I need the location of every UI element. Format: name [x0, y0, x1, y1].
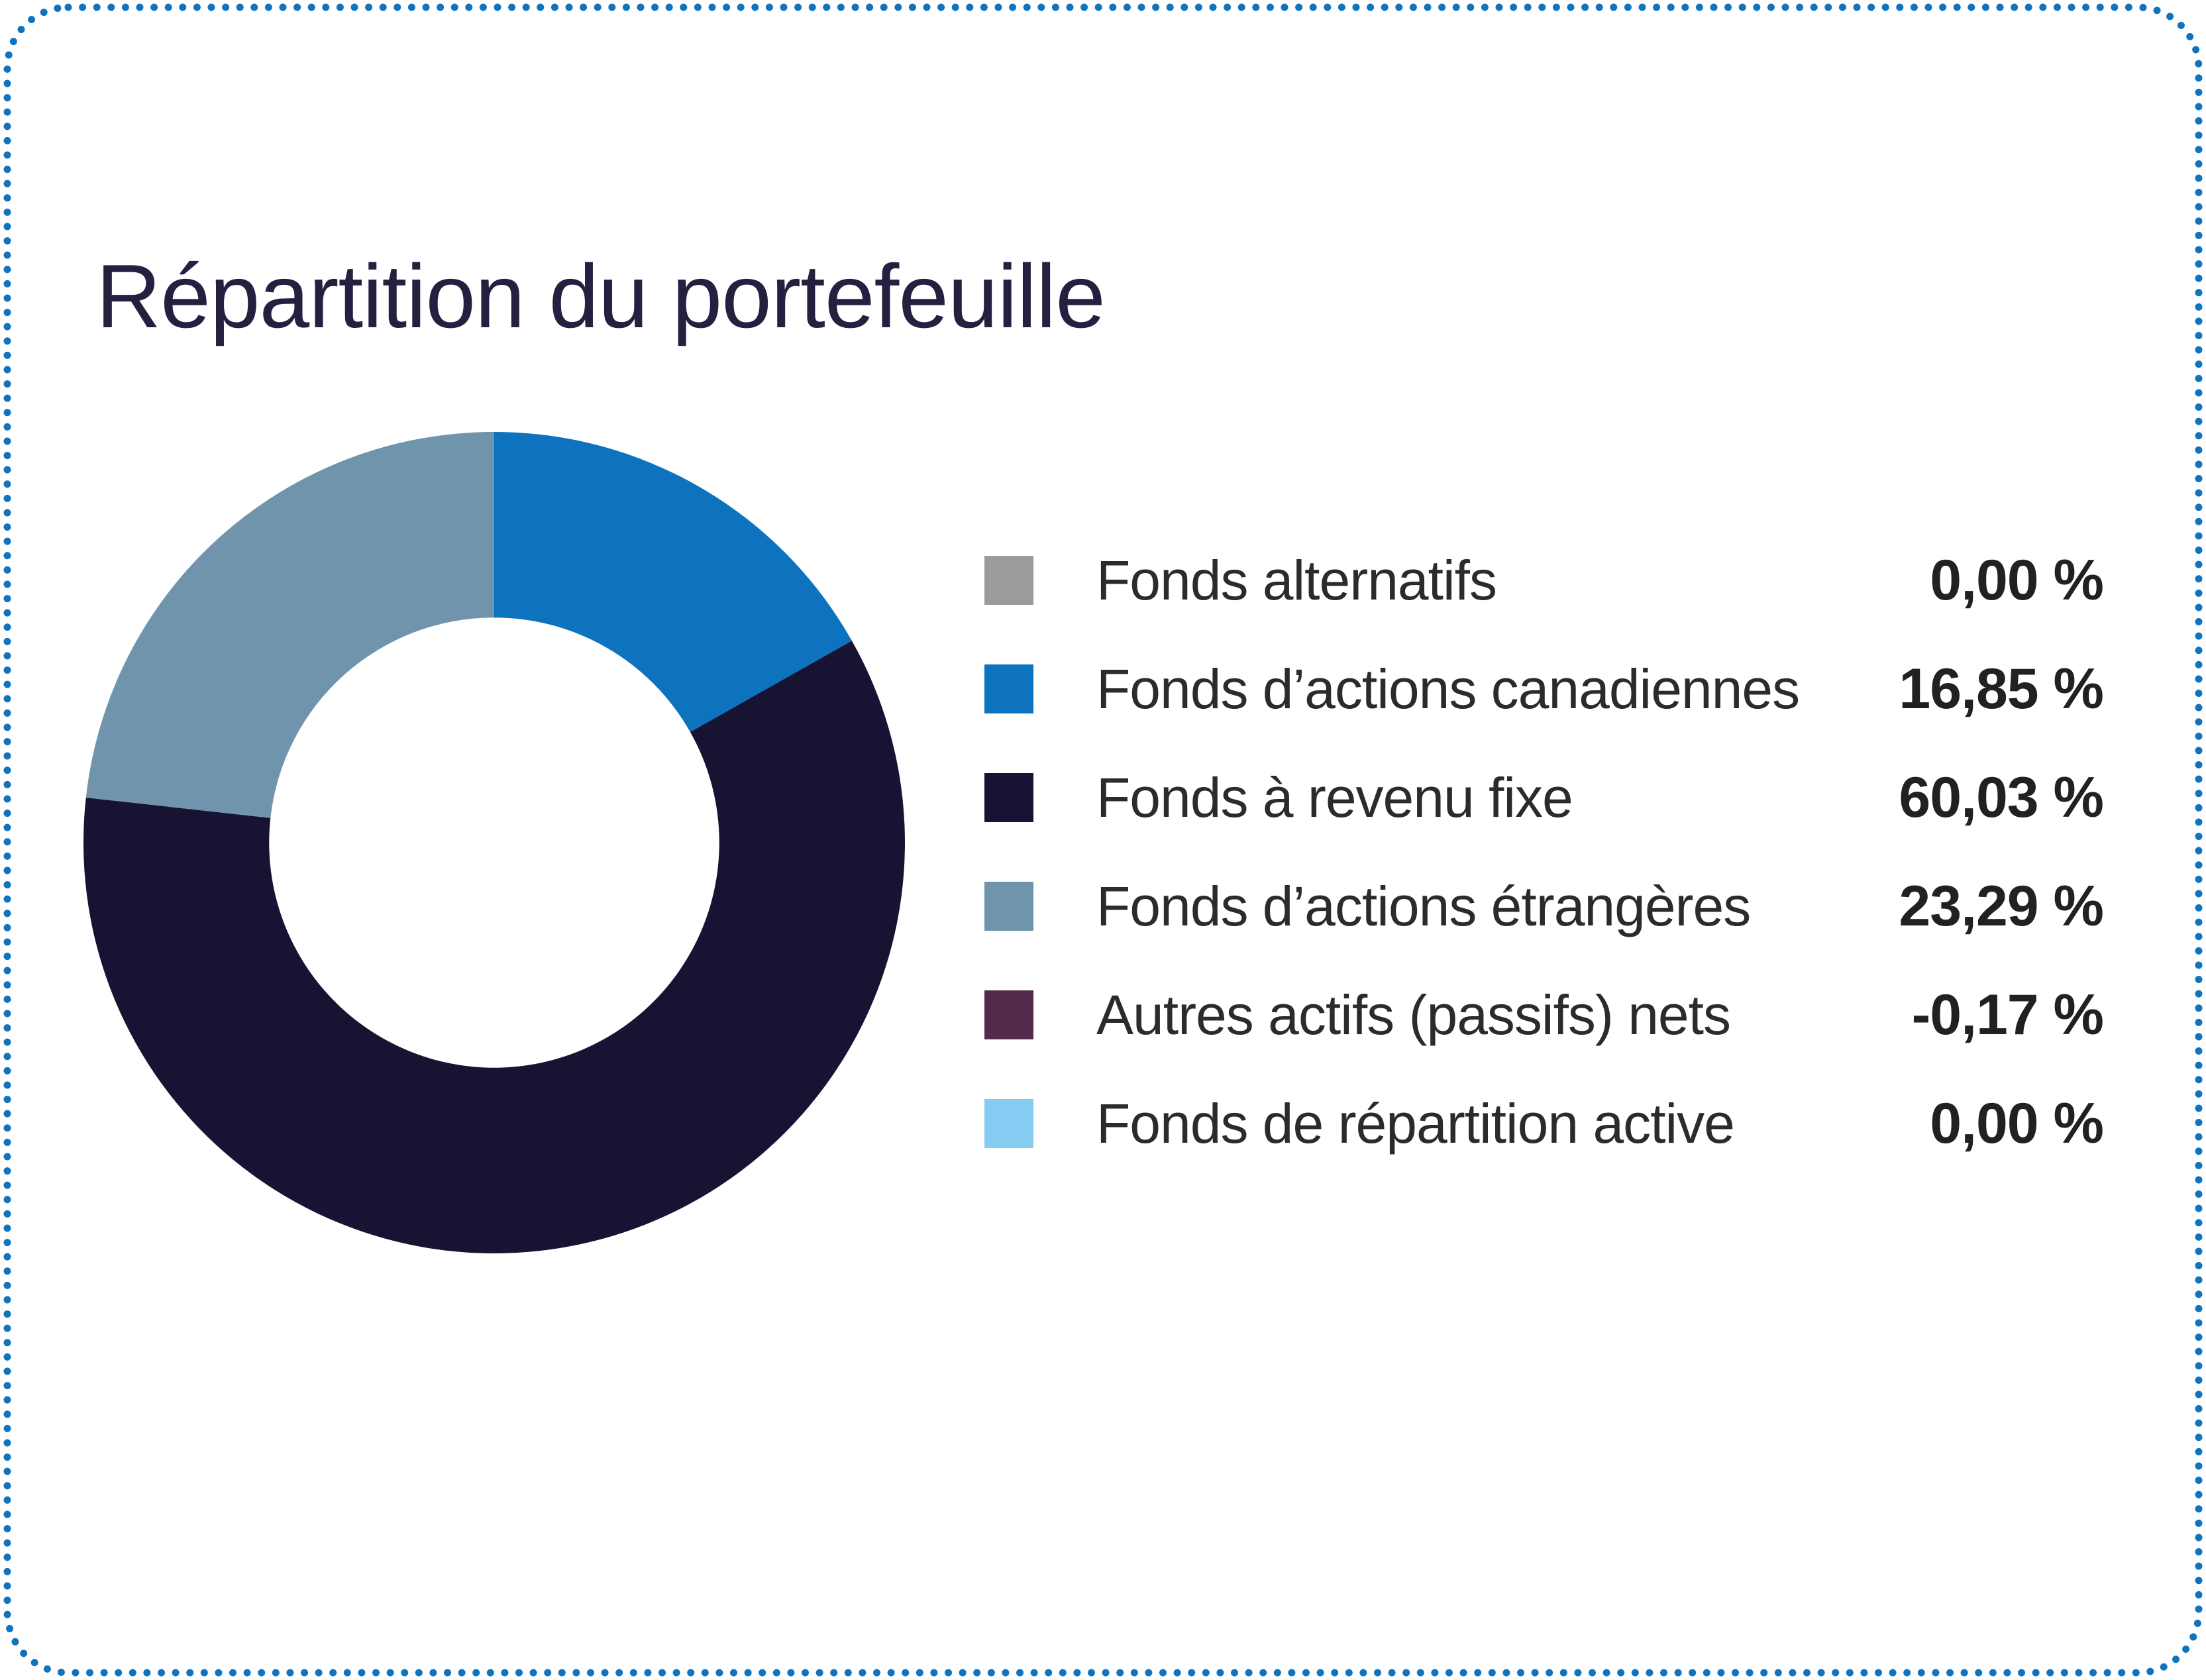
- legend-value: 23,29 %: [1899, 874, 2104, 938]
- legend-row: Fonds d’actions canadiennes 16,85 %: [984, 657, 2104, 721]
- legend-value: 16,85 %: [1899, 656, 2104, 721]
- legend-label: Fonds d’actions canadiennes: [1096, 657, 1800, 720]
- legend-label: Fonds alternatifs: [1096, 549, 1497, 611]
- legend-label: Fonds de répartition active: [1096, 1092, 1735, 1155]
- legend-label: Fonds d’actions étrangères: [1096, 874, 1751, 937]
- donut-slice: [494, 432, 852, 732]
- donut-svg: [83, 432, 905, 1253]
- donut-chart: [83, 432, 905, 1253]
- legend-swatch: [984, 1099, 1033, 1148]
- legend-value: -0,17 %: [1911, 982, 2104, 1047]
- legend-row: Fonds à revenu fixe 60,03 %: [984, 766, 2104, 829]
- legend-label: Autres actifs (passifs) nets: [1096, 983, 1731, 1046]
- legend-swatch: [984, 556, 1033, 605]
- legend-swatch: [984, 990, 1033, 1039]
- legend-swatch: [984, 882, 1033, 931]
- legend-row: Autres actifs (passifs) nets -0,17 %: [984, 983, 2104, 1047]
- legend-row: Fonds d’actions étrangères 23,29 %: [984, 874, 2104, 938]
- legend-swatch: [984, 664, 1033, 713]
- legend-row: Fonds de répartition active 0,00 %: [984, 1092, 2104, 1155]
- legend-row: Fonds alternatifs 0,00 %: [984, 549, 2104, 612]
- legend-swatch: [984, 773, 1033, 822]
- donut-slice: [85, 432, 495, 818]
- legend-value: 0,00 %: [1930, 1091, 2104, 1155]
- page-title: Répartition du portefeuille: [96, 246, 1106, 347]
- legend-label: Fonds à revenu fixe: [1096, 766, 1573, 829]
- donut-slice: [83, 641, 905, 1253]
- legend: Fonds alternatifs 0,00 % Fonds d’actions…: [984, 549, 2104, 1208]
- legend-value: 0,00 %: [1930, 548, 2104, 612]
- legend-value: 60,03 %: [1899, 765, 2104, 829]
